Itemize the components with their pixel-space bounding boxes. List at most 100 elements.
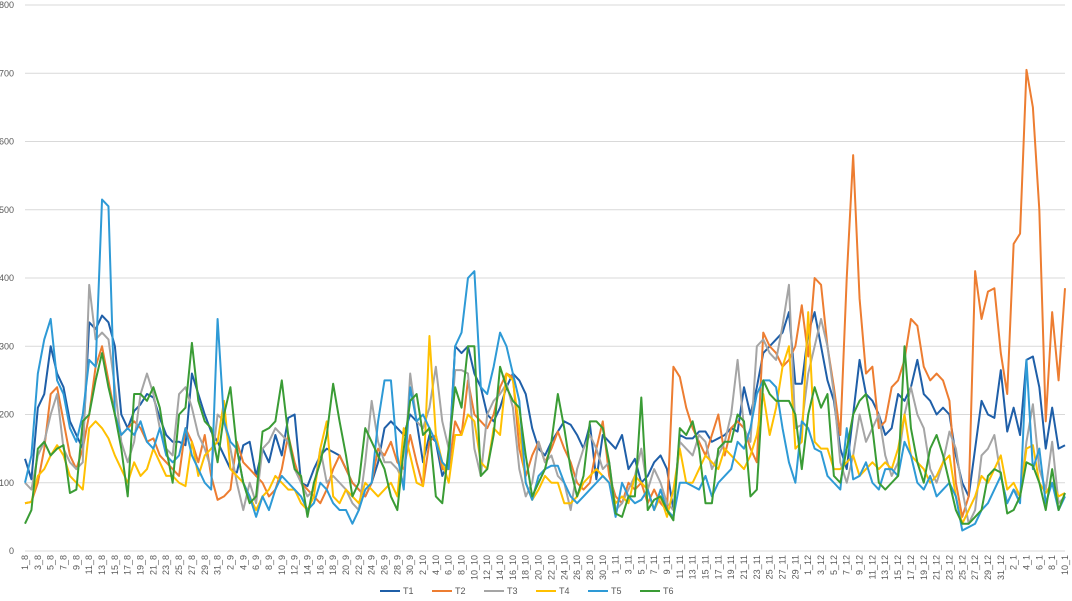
x-tick-label: 25_11	[765, 555, 775, 579]
x-tick-label: 8_1	[1047, 555, 1057, 570]
series-line	[24, 311, 1066, 525]
x-tick-label: 10_9	[277, 555, 287, 575]
x-tick-label: 31_12	[996, 555, 1006, 580]
x-tick-label: 29_8	[200, 555, 210, 575]
x-tick-label: 20_10	[534, 555, 544, 580]
x-tick-label: 22_10	[546, 555, 556, 580]
legend-label: T5	[611, 586, 622, 596]
x-tick-label: 8_9	[264, 555, 274, 570]
x-tick-label: 18_10	[521, 555, 531, 580]
x-tick-label: 14_9	[302, 555, 312, 575]
x-tick-label: 6_1	[1034, 555, 1044, 570]
legend-label: T2	[455, 586, 466, 596]
x-tick-label: 31_8	[213, 555, 223, 575]
x-tick-label: 30_9	[405, 555, 415, 575]
x-tick-label: 23_8	[161, 555, 171, 575]
y-tick-label: 100	[0, 478, 14, 488]
x-tick-label: 22_9	[354, 555, 364, 575]
x-tick-label: 17_12	[906, 555, 916, 580]
x-tick-label: 1_12	[803, 555, 813, 575]
x-tick-label: 5_12	[829, 555, 839, 575]
y-tick-label: 700	[0, 68, 14, 78]
x-tick-label: 5_11	[636, 555, 646, 574]
x-tick-label: 17_11	[713, 555, 723, 579]
x-tick-label: 2_9	[225, 555, 235, 570]
x-tick-label: 16_10	[508, 555, 518, 580]
x-tick-label: 1_11	[611, 555, 621, 574]
x-tick-label: 5_8	[46, 555, 56, 570]
x-tick-label: 14_10	[495, 555, 505, 580]
x-tick-label: 29_11	[790, 555, 800, 579]
x-tick-label: 15_12	[893, 555, 903, 580]
x-tick-label: 19_12	[919, 555, 929, 580]
x-tick-label: 11_8	[84, 555, 94, 574]
x-tick-label: 29_12	[983, 555, 993, 580]
x-tick-label: 7_8	[59, 555, 69, 570]
x-tick-label: 20_9	[341, 555, 351, 575]
x-tick-label: 1_8	[20, 555, 30, 570]
legend-label: T4	[559, 586, 570, 596]
x-tick-label: 26_10	[572, 555, 582, 580]
x-tick-label: 19_11	[726, 555, 736, 579]
x-tick-label: 2_1	[1009, 555, 1019, 570]
x-tick-label: 9_12	[855, 555, 865, 575]
x-tick-label: 13_12	[880, 555, 890, 580]
x-tick-label: 2_10	[418, 555, 428, 575]
x-tick-label: 27_12	[970, 555, 980, 580]
x-tick-label: 6_10	[444, 555, 454, 575]
y-tick-label: 0	[9, 546, 14, 556]
series-line	[24, 283, 1066, 525]
legend-label: T6	[663, 586, 674, 596]
legend-label: T3	[507, 586, 518, 596]
x-tick-label: 6_9	[251, 555, 261, 570]
x-tick-label: 10_10	[469, 555, 479, 580]
x-tick-label: 17_8	[123, 555, 133, 575]
x-tick-label: 3_12	[816, 555, 826, 575]
x-tick-label: 11_11	[675, 555, 685, 579]
x-tick-label: 23_11	[752, 555, 762, 579]
series-line	[24, 198, 1066, 532]
x-tick-label: 4_10	[431, 555, 441, 575]
x-tick-label: 4_9	[238, 555, 248, 570]
x-tick-label: 23_12	[944, 555, 954, 580]
x-tick-label: 7_12	[842, 555, 852, 575]
x-tick-label: 26_9	[380, 555, 390, 575]
x-tick-label: 25_12	[957, 555, 967, 580]
x-tick-label: 10_1	[1060, 555, 1070, 575]
x-tick-label: 9_8	[71, 555, 81, 570]
x-tick-label: 28_9	[392, 555, 402, 575]
x-tick-label: 8_10	[457, 555, 467, 575]
y-tick-label: 400	[0, 273, 14, 283]
x-tick-label: 16_9	[315, 555, 325, 575]
series-line	[24, 341, 1066, 525]
x-tick-label: 3_11	[623, 555, 633, 574]
x-tick-label: 12_10	[482, 555, 492, 580]
x-tick-label: 21_8	[148, 555, 158, 575]
x-tick-label: 12_9	[290, 555, 300, 575]
x-tick-label: 13_11	[688, 555, 698, 579]
y-tick-label: 500	[0, 205, 14, 215]
x-tick-label: 25_8	[174, 555, 184, 575]
x-tick-label: 21_11	[739, 555, 749, 579]
x-tick-label: 9_11	[662, 555, 672, 574]
x-tick-label: 13_8	[97, 555, 107, 575]
x-tick-label: 3_8	[33, 555, 43, 570]
x-tick-label: 21_12	[932, 555, 942, 580]
x-tick-label: 18_9	[328, 555, 338, 575]
x-tick-label: 7_11	[649, 555, 659, 574]
x-tick-label: 15_8	[110, 555, 120, 575]
y-tick-label: 200	[0, 410, 14, 420]
x-tick-label: 27_8	[187, 555, 197, 575]
x-tick-label: 28_10	[585, 555, 595, 580]
x-tick-label: 30_10	[598, 555, 608, 580]
y-tick-label: 300	[0, 341, 14, 351]
x-tick-label: 11_12	[867, 555, 877, 579]
x-tick-label: 19_8	[136, 555, 146, 575]
x-tick-label: 15_11	[700, 555, 710, 579]
x-tick-label: 24_9	[367, 555, 377, 575]
y-tick-label: 800	[0, 0, 14, 10]
x-tick-label: 27_11	[778, 555, 788, 579]
x-tick-label: 4_1	[1021, 555, 1031, 570]
y-tick-label: 600	[0, 137, 14, 147]
